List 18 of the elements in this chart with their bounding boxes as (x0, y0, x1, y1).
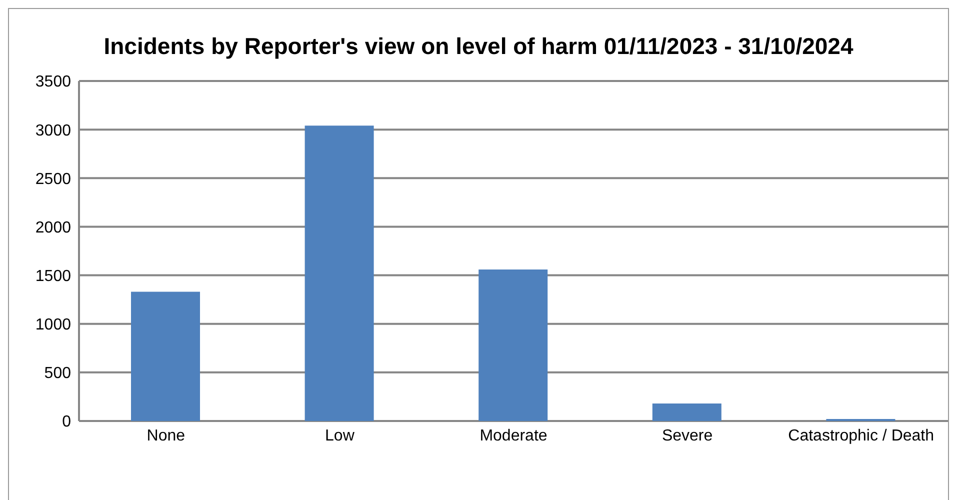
bar (652, 404, 722, 421)
bar (304, 126, 374, 421)
y-tick-label: 2000 (35, 219, 72, 236)
x-tick-label: Catastrophic / Death (788, 427, 934, 444)
x-tick-label: Low (325, 427, 355, 444)
bar (131, 292, 200, 421)
y-tick-label: 1500 (35, 268, 72, 285)
y-tick-label: 3500 (35, 74, 72, 91)
chart-title: Incidents by Reporter's view on level of harm 01/11/2023 - 31/10/2024 (102, 32, 854, 61)
bar (478, 269, 548, 421)
x-tick-label: None (146, 427, 186, 444)
x-tick-label: Moderate (480, 427, 548, 444)
y-tick-label: 1000 (35, 316, 72, 334)
x-tick-label: Severe (662, 427, 713, 444)
y-tick-label: 2500 (35, 170, 72, 188)
y-tick-label: 3000 (35, 122, 72, 140)
y-tick-label: 0 (62, 414, 72, 431)
y-tick-label: 500 (44, 365, 72, 382)
